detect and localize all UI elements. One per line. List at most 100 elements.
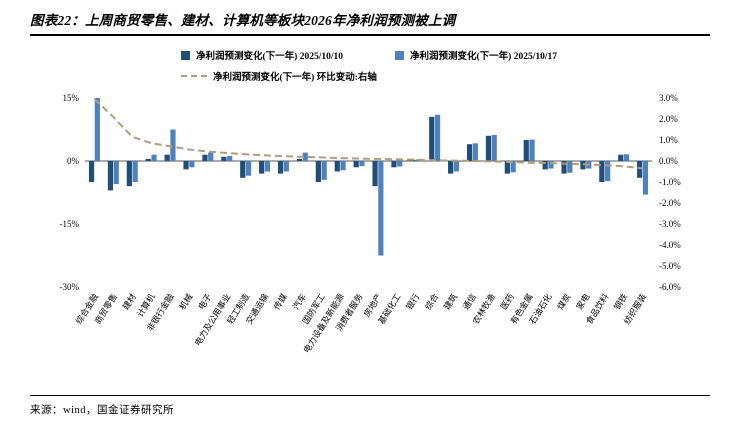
bar-2025-10-17 — [453, 161, 460, 172]
series3-dashed-line-icon — [181, 75, 208, 77]
left-axis-tick: -15% — [60, 219, 80, 229]
legend-row-1: 净利润预测变化(下一年) 2025/10/10 净利润预测变化(下一年) 202… — [181, 48, 557, 62]
category-label: 建筑 — [442, 291, 460, 311]
left-axis-tick: 15% — [63, 93, 80, 103]
bar-2025-10-17 — [170, 129, 176, 161]
right-axis-tick: 2.0% — [659, 114, 678, 124]
bar-2025-10-17 — [264, 161, 271, 172]
right-axis-tick: 1.0% — [659, 135, 678, 145]
bar-2025-10-10 — [561, 161, 567, 174]
bar-2025-10-10 — [372, 161, 378, 187]
bar-2025-10-17 — [397, 161, 403, 167]
bar-2025-10-10 — [126, 161, 132, 187]
bar-2025-10-17 — [189, 161, 195, 168]
right-axis-tick: -6.0% — [659, 282, 681, 292]
category-label: 电子 — [196, 291, 214, 311]
series2-swatch-icon — [395, 50, 404, 60]
bar-2025-10-10 — [107, 161, 114, 191]
footer: 来源：wind，国金证券研究所 — [30, 395, 710, 417]
bar-2025-10-17 — [132, 161, 138, 182]
bar-2025-10-17 — [378, 161, 384, 256]
legend-item-series2: 净利润预测变化(下一年) 2025/10/17 — [395, 48, 557, 62]
category-label: 煤炭 — [555, 291, 573, 311]
bar-2025-10-17 — [151, 154, 157, 161]
bar-2025-10-17 — [548, 161, 554, 169]
bar-2025-10-17 — [472, 143, 478, 161]
bar-2025-10-17 — [642, 161, 649, 195]
bar-2025-10-10 — [523, 140, 529, 161]
right-axis-tick: -2.0% — [659, 198, 681, 208]
bar-2025-10-17 — [510, 161, 516, 173]
bar-2025-10-10 — [618, 154, 624, 161]
right-axis-tick: -3.0% — [659, 219, 681, 229]
wow-change-dashed-line — [93, 98, 643, 170]
category-label: 汽车 — [291, 292, 308, 312]
bar-2025-10-10 — [240, 161, 246, 178]
legend-label-series2: 净利润预测变化(下一年) 2025/10/17 — [410, 52, 557, 62]
bar-2025-10-10 — [466, 144, 473, 161]
legend: 净利润预测变化(下一年) 2025/10/10 净利润预测变化(下一年) 202… — [181, 48, 557, 83]
chart-title: 图表22：上周商贸零售、建材、计算机等板块2026年净利润预测被上调 — [30, 13, 456, 28]
bar-2025-10-17 — [321, 161, 327, 180]
left-axis-tick: -30% — [60, 282, 80, 292]
bar-2025-10-10 — [599, 161, 605, 182]
legend-label-series1: 净利润预测变化(下一年) 2025/10/10 — [196, 52, 343, 62]
source-note: 来源：wind，国金证券研究所 — [30, 405, 174, 416]
bar-2025-10-17 — [340, 161, 346, 171]
bar-2025-10-17 — [283, 161, 289, 172]
legend-item-series1: 净利润预测变化(下一年) 2025/10/10 — [181, 48, 343, 62]
left-axis-tick: 0% — [67, 156, 80, 166]
bar-chart: 15% 0% -15% -30% 3.0% 2.0% 1.0% 0.0% -1.0% -2.0% -… — [60, 93, 682, 355]
bar-2025-10-17 — [245, 161, 252, 176]
category-label: 建材 — [120, 291, 138, 311]
bar-2025-10-10 — [296, 158, 303, 161]
bar-2025-10-17 — [434, 114, 441, 161]
right-axis-tick: -4.0% — [659, 240, 681, 250]
bar-2025-10-10 — [448, 161, 454, 174]
bar-2025-10-10 — [429, 116, 435, 161]
category-label: 家电 — [574, 291, 592, 311]
category-label: 钢铁 — [612, 291, 630, 311]
bar-2025-10-17 — [623, 154, 630, 161]
bar-2025-10-17 — [208, 152, 214, 161]
bar-2025-10-17 — [302, 152, 308, 161]
bar-2025-10-10 — [353, 161, 359, 168]
bar-2025-10-10 — [164, 154, 170, 161]
legend-label-series3: 净利润预测变化(下一年) 环比变动:右轴 — [213, 73, 377, 83]
bar-2025-10-10 — [637, 161, 643, 178]
bar-2025-10-10 — [183, 161, 189, 170]
bar-2025-10-10 — [391, 161, 397, 168]
category-label: 银行 — [404, 291, 422, 311]
bar-2025-10-17 — [605, 161, 611, 182]
category-label: 传媒 — [272, 291, 290, 311]
bar-2025-10-10 — [259, 161, 265, 174]
bar-2025-10-10 — [145, 158, 151, 161]
bar-2025-10-10 — [334, 161, 340, 172]
bar-2025-10-17 — [359, 161, 365, 167]
bar-2025-10-10 — [504, 161, 510, 174]
bar-2025-10-17 — [529, 139, 535, 161]
right-axis-tick: 3.0% — [659, 93, 678, 103]
bar-2025-10-10 — [315, 161, 321, 182]
series1-swatch-icon — [181, 50, 191, 60]
bar-2025-10-10 — [221, 156, 227, 161]
bar-2025-10-17 — [491, 134, 497, 161]
bar-2025-10-10 — [485, 135, 492, 161]
category-label: 机械 — [177, 291, 195, 311]
category-label: 综合 — [423, 291, 441, 311]
chart-header: 图表22：上周商贸零售、建材、计算机等板块2026年净利润预测被上调 — [0, 0, 738, 36]
bar-2025-10-10 — [277, 161, 284, 174]
bar-2025-10-17 — [94, 98, 100, 161]
right-axis-tick: -5.0% — [659, 261, 681, 271]
bar-2025-10-17 — [113, 161, 119, 185]
bar-2025-10-10 — [542, 161, 548, 170]
category-label: 医药 — [498, 292, 515, 312]
bar-2025-10-17 — [567, 161, 573, 173]
right-axis-tick: 0.0% — [659, 156, 678, 166]
chart-area: 15% 0% -15% -30% 3.0% 2.0% 1.0% 0.0% -1.0% -2.0% -… — [0, 90, 738, 379]
title-divider — [30, 34, 710, 36]
bar-2025-10-10 — [202, 154, 208, 161]
bar-2025-10-17 — [227, 155, 233, 161]
right-axis-tick: -1.0% — [659, 177, 681, 187]
